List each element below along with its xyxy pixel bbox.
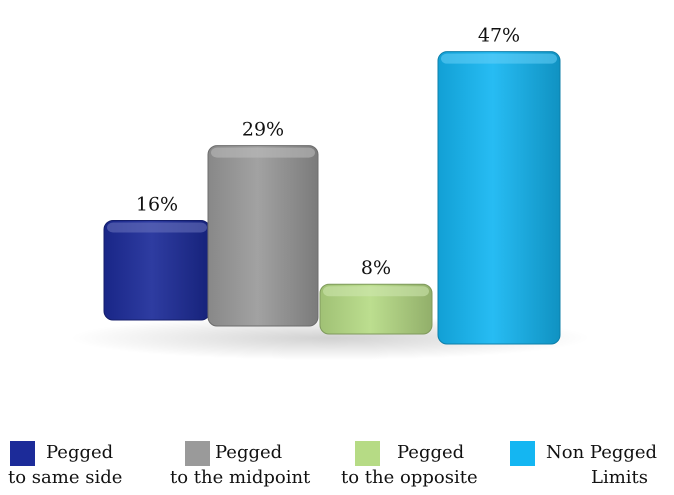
bar-body: [103, 219, 211, 321]
data-label: 47%: [478, 25, 520, 47]
legend-item-non-pegged-limits: Non Pegged Limits: [510, 410, 670, 490]
bar-highlight: [211, 147, 315, 158]
bars: [103, 51, 561, 345]
legend-item-pegged-opposite: Pegged to the opposite: [341, 410, 515, 490]
legend-swatch: [185, 441, 210, 466]
legend-swatch: [355, 441, 380, 466]
legend-swatch: [10, 441, 35, 466]
legend-swatch: [510, 441, 535, 466]
legend-label-line2: to the opposite: [341, 467, 478, 488]
data-label: 8%: [361, 257, 391, 279]
bar-non-pegged-limits: [437, 51, 561, 345]
legend-label-line2: to same side: [8, 467, 123, 488]
legend-item-pegged-same-side: Pegged to same side: [8, 410, 150, 490]
bar-body: [437, 51, 561, 345]
legend-label-line1: Pegged: [215, 442, 283, 463]
legend-item-pegged-midpoint: Pegged to the midpoint: [170, 410, 345, 490]
bar-highlight: [441, 53, 557, 64]
legend-label-line1: Non Pegged: [546, 442, 658, 463]
bar-highlight: [323, 286, 429, 297]
data-label: 29%: [242, 119, 284, 141]
bar-pegged-opposite: [319, 283, 433, 335]
bar-chart: 16% 29% 8% 47%: [70, 25, 590, 360]
bar-body: [207, 145, 319, 327]
data-labels: 16% 29% 8% 47%: [136, 25, 520, 280]
data-label: 16%: [136, 193, 178, 215]
legend-label-line1: Pegged: [46, 442, 114, 463]
bar-pegged-midpoint: [207, 145, 319, 327]
legend-label-line2: to the midpoint: [170, 467, 311, 488]
bar-pegged-same-side: [103, 219, 211, 321]
legend: Pegged to same side Pegged to the midpoi…: [0, 410, 674, 495]
bar-body: [319, 283, 433, 335]
legend-label-line1: Pegged: [397, 442, 465, 463]
bar-highlight: [107, 222, 207, 233]
legend-label-line2: Limits: [591, 467, 649, 488]
